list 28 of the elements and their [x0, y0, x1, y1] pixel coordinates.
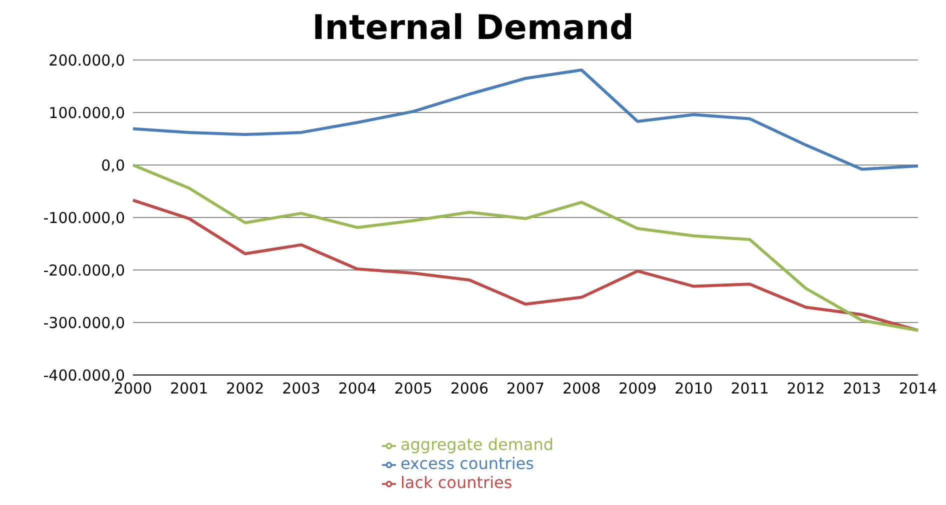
- x-tick-label: 2001: [170, 380, 208, 398]
- x-tick-label: 2014: [898, 380, 938, 398]
- x-tick-label: 2013: [842, 380, 882, 398]
- line-series: [132, 198, 920, 332]
- legend-label: aggregate demand: [400, 435, 554, 454]
- legend-label: lack countries: [400, 473, 512, 492]
- y-tick-label: 200.000,0: [48, 51, 125, 70]
- line-series: [132, 68, 920, 171]
- x-tick-label: 2004: [338, 380, 376, 398]
- x-tick-label: 2012: [786, 380, 825, 398]
- x-tick-label: 2006: [450, 380, 489, 398]
- x-tick-label: 2007: [506, 380, 545, 398]
- x-tick-label: 2000: [114, 380, 152, 398]
- line-series: [132, 164, 920, 332]
- x-tick-label: 2005: [394, 380, 432, 398]
- x-tick-label: 2009: [618, 380, 657, 398]
- x-tick-label: 2011: [730, 380, 769, 398]
- y-tick-label: 100.000,0: [48, 104, 125, 122]
- y-tick-label: -300.000,0: [43, 314, 125, 332]
- y-tick-label: -100.000,0: [43, 208, 125, 227]
- x-tick-label: 2003: [282, 380, 320, 398]
- y-tick-label: -200.000,0: [43, 261, 125, 280]
- x-tick-label: 2002: [226, 380, 264, 398]
- x-tick-label: 2010: [674, 380, 713, 398]
- legend-label: excess countries: [400, 454, 534, 473]
- chart-title: Internal Demand: [311, 8, 635, 50]
- y-tick-label: 0,0: [101, 156, 125, 174]
- x-tick-label: 2008: [562, 380, 601, 398]
